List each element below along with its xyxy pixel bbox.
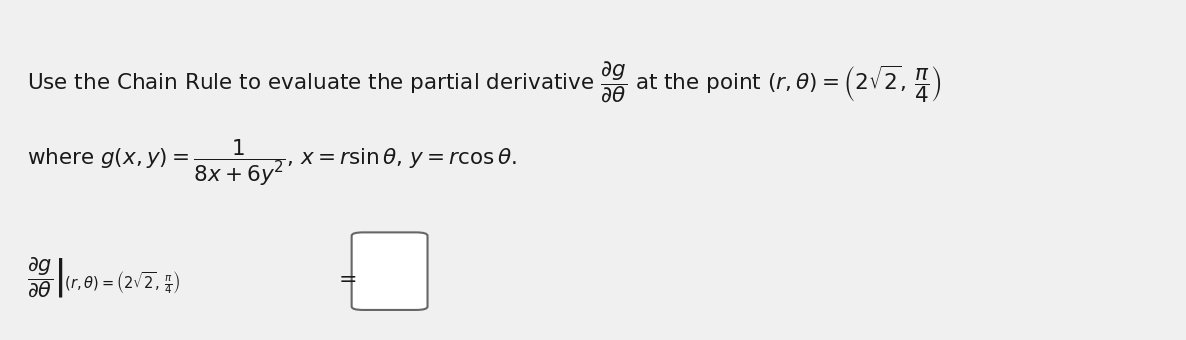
- Text: where $g(x, y) = \dfrac{1}{8x+6y^2}$, $x = r\sin\theta$, $y = r\cos\theta$.: where $g(x, y) = \dfrac{1}{8x+6y^2}$, $x…: [27, 138, 517, 188]
- Text: $\left.\dfrac{\partial g}{\partial \theta}\right|_{\!(r,\theta)=\left(2\sqrt{2},: $\left.\dfrac{\partial g}{\partial \thet…: [27, 256, 180, 300]
- Text: Use the Chain Rule to evaluate the partial derivative $\dfrac{\partial g}{\parti: Use the Chain Rule to evaluate the parti…: [27, 59, 942, 105]
- Text: $=$: $=$: [334, 268, 357, 288]
- FancyBboxPatch shape: [351, 232, 427, 310]
